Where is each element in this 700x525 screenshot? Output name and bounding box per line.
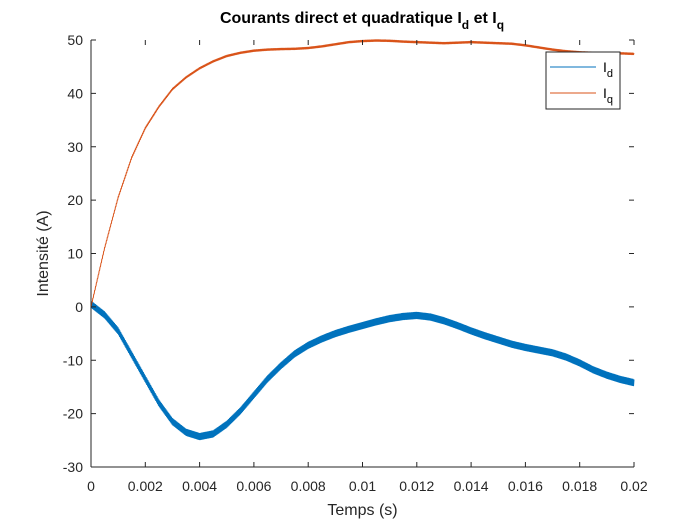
x-tick-label: 0: [87, 478, 95, 494]
y-tick-label: 50: [67, 32, 83, 48]
y-tick-label: -30: [63, 459, 83, 475]
y-tick-label: 30: [67, 139, 83, 155]
plot-area: [91, 40, 634, 467]
legend-box: [545, 51, 621, 110]
x-axis-label: Temps (s): [327, 502, 397, 519]
x-tick-label: 0.004: [182, 478, 217, 494]
legend: Id Iq: [545, 51, 621, 110]
series-line-id: [90, 301, 635, 441]
y-tick-label: -10: [63, 352, 83, 368]
y-tick-label: -20: [63, 406, 83, 422]
y-tick-label: 20: [67, 192, 83, 208]
x-tick-label: 0.016: [508, 478, 543, 494]
legend-label-id: Id: [603, 59, 613, 80]
x-tick-label: 0.01: [349, 478, 376, 494]
y-tick-label: 40: [67, 85, 83, 101]
y-tick-label: 10: [67, 246, 83, 262]
x-tick-label: 0.008: [291, 478, 326, 494]
x-tick-label: 0.02: [620, 478, 647, 494]
y-tick-label: 0: [75, 299, 83, 315]
x-tick-label: 0.012: [399, 478, 434, 494]
y-ticks: -30 -20 -10 0 10 20 30 40 50: [63, 32, 634, 475]
x-tick-label: 0.014: [454, 478, 489, 494]
y-axis-label: Intensité (A): [35, 210, 52, 296]
x-tick-label: 0.002: [128, 478, 163, 494]
x-tick-label: 0.006: [236, 478, 271, 494]
x-ticks: 0 0.002 0.004 0.006 0.008 0.01 0.012 0.014 0.016…: [87, 40, 648, 494]
chart-title: Courants direct et quadratique Id et Iq: [220, 10, 504, 32]
legend-label-iq: Iq: [603, 85, 613, 106]
x-tick-label: 0.018: [562, 478, 597, 494]
